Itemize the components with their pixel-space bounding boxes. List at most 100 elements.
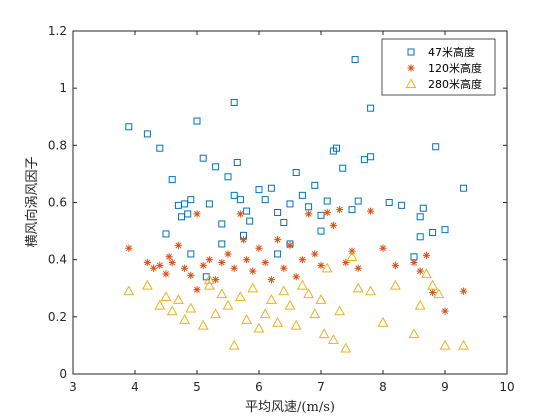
data-point-47m xyxy=(339,164,347,172)
x-tick-labels: 3 4 5 6 7 8 9 10 xyxy=(69,380,514,394)
data-point-120m xyxy=(199,261,207,269)
y-tick-label: 0 xyxy=(59,367,67,381)
data-point-280m xyxy=(284,299,296,310)
data-point-47m xyxy=(385,199,393,206)
data-point-47m xyxy=(193,117,201,125)
data-point-280m xyxy=(290,319,302,330)
data-point-280m xyxy=(334,305,346,316)
data-point-120m xyxy=(168,258,176,267)
legend-box xyxy=(381,38,496,96)
data-point-120m xyxy=(162,270,170,278)
x-tick-label: 10 xyxy=(499,380,514,394)
data-point-280m xyxy=(166,305,178,316)
data-point-120m xyxy=(156,261,164,269)
legend-marker-47m xyxy=(407,48,415,56)
data-point-47m xyxy=(156,144,164,152)
data-point-120m xyxy=(125,244,133,252)
data-point-120m xyxy=(429,288,437,297)
legend-label-47m: 47米高度 xyxy=(428,45,475,59)
y-tick-label: 0.4 xyxy=(48,253,67,267)
data-point-47m xyxy=(125,123,133,131)
data-point-47m xyxy=(292,168,300,176)
data-points xyxy=(123,56,470,353)
data-point-280m xyxy=(241,314,253,324)
data-point-47m xyxy=(367,153,375,161)
data-point-280m xyxy=(216,288,228,299)
data-point-47m xyxy=(187,250,195,258)
data-point-280m xyxy=(234,291,246,302)
data-point-280m xyxy=(315,294,327,304)
data-point-280m xyxy=(309,308,321,319)
data-point-120m xyxy=(460,287,468,295)
legend-label-280m: 280米高度 xyxy=(428,77,482,91)
data-point-47m xyxy=(419,204,427,212)
y-tick-label: 1 xyxy=(59,81,67,95)
data-point-120m xyxy=(174,241,182,249)
data-point-280m xyxy=(259,308,271,319)
data-point-47m xyxy=(311,181,319,189)
data-point-47m xyxy=(255,186,263,194)
data-point-47m xyxy=(212,163,220,171)
data-point-280m xyxy=(210,308,222,319)
data-point-280m xyxy=(203,274,215,284)
series-1 xyxy=(125,56,468,281)
x-tick-label: 4 xyxy=(131,380,139,394)
data-point-47m xyxy=(187,196,195,204)
data-point-47m xyxy=(243,207,251,215)
data-point-280m xyxy=(141,279,153,290)
x-tick-label: 3 xyxy=(69,380,77,394)
data-point-120m xyxy=(230,264,238,272)
data-point-120m xyxy=(239,236,248,244)
data-point-47m xyxy=(286,200,294,208)
data-point-47m xyxy=(441,226,449,234)
data-point-47m xyxy=(317,211,325,219)
data-point-120m xyxy=(342,258,350,267)
data-point-47m xyxy=(348,206,356,214)
data-point-47m xyxy=(354,197,362,205)
data-point-280m xyxy=(160,291,172,302)
data-point-120m xyxy=(236,210,244,218)
data-point-120m xyxy=(292,273,300,281)
x-tick-label: 5 xyxy=(193,380,201,394)
data-point-280m xyxy=(377,316,389,327)
data-point-47m xyxy=(230,191,238,199)
data-point-280m xyxy=(433,288,445,299)
data-point-280m xyxy=(185,302,197,313)
data-point-47m xyxy=(246,217,254,225)
data-point-120m xyxy=(311,250,319,258)
data-point-280m xyxy=(296,279,308,290)
data-point-120m xyxy=(181,264,189,272)
data-point-120m xyxy=(336,206,344,214)
data-point-120m xyxy=(286,241,294,249)
y-tick-label: 0.6 xyxy=(48,196,67,210)
data-point-47m xyxy=(218,240,226,248)
data-point-280m xyxy=(123,285,135,296)
data-point-280m xyxy=(408,328,420,339)
data-point-280m xyxy=(197,319,209,330)
data-point-47m xyxy=(218,220,226,228)
data-point-280m xyxy=(247,282,259,293)
legend-marker-280m xyxy=(405,78,417,89)
data-point-120m xyxy=(298,256,306,264)
data-point-120m xyxy=(391,261,399,269)
data-point-280m xyxy=(346,251,358,261)
data-point-280m xyxy=(389,279,401,290)
data-point-47m xyxy=(168,176,176,184)
data-point-47m xyxy=(162,230,170,238)
x-tick-label: 8 xyxy=(379,380,387,394)
data-point-47m xyxy=(274,250,282,258)
data-point-120m xyxy=(422,251,430,259)
data-point-280m xyxy=(327,334,339,344)
data-point-280m xyxy=(303,288,315,299)
data-point-47m xyxy=(429,229,437,237)
data-point-280m xyxy=(272,316,284,327)
data-point-120m xyxy=(280,264,288,272)
data-point-120m xyxy=(267,276,275,284)
x-axis-label: 平均风速/(m/s) xyxy=(245,400,335,415)
data-point-47m xyxy=(205,200,213,208)
data-point-120m xyxy=(317,261,325,269)
data-point-120m xyxy=(354,264,362,272)
data-point-120m xyxy=(193,210,201,218)
data-point-120m xyxy=(367,207,375,215)
data-point-120m xyxy=(205,256,213,264)
